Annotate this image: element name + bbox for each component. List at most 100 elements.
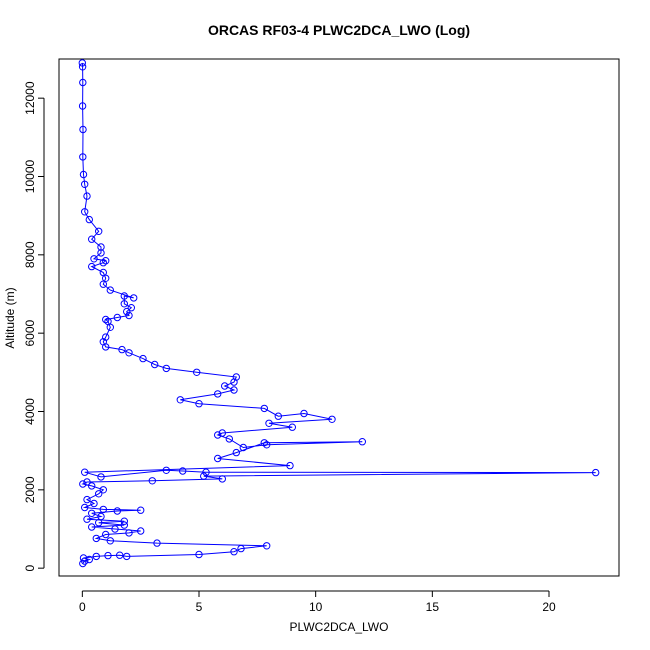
- y-tick-label: 8000: [23, 241, 37, 268]
- data-point: [151, 360, 159, 369]
- data-point: [88, 509, 96, 517]
- data-point: [328, 415, 336, 423]
- data-point: [176, 396, 185, 404]
- data-point: [592, 468, 600, 477]
- data-point: [221, 382, 229, 390]
- data-point: [79, 78, 87, 87]
- data-point: [81, 503, 89, 512]
- data-point: [232, 373, 241, 381]
- data-point: [95, 227, 103, 236]
- data-point: [106, 537, 115, 545]
- data-point: [102, 257, 110, 265]
- data-point: [300, 409, 308, 418]
- x-axis: 0 5 10 15 20: [79, 590, 556, 614]
- data-point: [92, 534, 101, 543]
- data-point: [85, 215, 94, 224]
- y-tick-label: 6000: [23, 319, 37, 346]
- data-point: [99, 505, 108, 514]
- data-point: [116, 551, 124, 559]
- data-point: [225, 435, 234, 443]
- data-point: [130, 294, 138, 302]
- data-point: [125, 349, 133, 357]
- data-point: [127, 304, 136, 312]
- data-point: [83, 515, 91, 523]
- data-point: [195, 400, 203, 408]
- data-point: [153, 539, 161, 547]
- series-layer: [78, 59, 600, 568]
- x-tick-label: 15: [426, 600, 440, 614]
- y-tick-label: 10000: [23, 159, 37, 193]
- data-point: [195, 550, 203, 559]
- data-point: [78, 102, 87, 110]
- data-point: [125, 529, 133, 537]
- y-tick-label: 4000: [23, 398, 37, 425]
- data-point: [237, 544, 245, 553]
- data-point: [79, 125, 87, 134]
- data-point: [83, 495, 91, 504]
- data-point: [123, 307, 131, 316]
- data-point: [288, 423, 296, 431]
- data-point: [218, 429, 227, 437]
- data-point: [218, 475, 227, 483]
- data-point: [99, 259, 108, 267]
- data-point: [263, 441, 271, 449]
- data-point: [265, 419, 273, 427]
- y-axis: 0 2000 4000 6000 8000 10000 12000: [23, 81, 45, 572]
- data-point: [79, 559, 87, 568]
- data-point: [97, 512, 105, 521]
- data-point: [97, 243, 105, 251]
- data-point: [139, 354, 147, 363]
- data-point: [232, 448, 241, 457]
- data-point: [120, 292, 129, 300]
- data-point: [120, 517, 129, 525]
- y-tick-label: 0: [23, 565, 37, 572]
- data-point: [79, 153, 87, 161]
- data-point: [79, 554, 88, 562]
- data-point: [81, 180, 89, 189]
- data-point: [286, 461, 294, 470]
- data-point: [214, 390, 222, 398]
- data-point: [179, 467, 187, 475]
- data-point: [230, 386, 238, 394]
- data-point: [239, 443, 248, 452]
- series-line: [81, 62, 596, 564]
- data-point: [88, 482, 96, 490]
- data-point: [113, 313, 122, 322]
- data-point: [193, 368, 201, 376]
- data-point: [99, 486, 108, 494]
- data-point: [200, 472, 208, 480]
- data-point: [90, 499, 98, 508]
- data-point: [95, 490, 103, 498]
- data-point: [81, 468, 89, 476]
- data-point: [358, 438, 366, 446]
- data-point: [230, 548, 238, 556]
- data-point: [263, 542, 271, 550]
- data-point: [104, 551, 112, 560]
- data-point: [111, 525, 119, 533]
- chart-title: ORCAS RF03-4 PLWC2DCA_LWO (Log): [208, 22, 470, 38]
- data-point: [99, 268, 108, 277]
- data-point: [214, 431, 222, 439]
- data-point: [214, 454, 222, 463]
- data-point: [148, 477, 157, 485]
- data-point: [83, 192, 91, 200]
- data-point: [88, 262, 96, 271]
- data-point: [260, 404, 268, 413]
- x-axis-label: PLWC2DCA_LWO: [290, 620, 389, 634]
- data-point: [202, 468, 210, 476]
- data-point: [95, 519, 103, 527]
- data-point: [88, 523, 96, 531]
- x-tick-label: 20: [542, 600, 556, 614]
- data-point: [118, 345, 126, 354]
- data-point: [123, 552, 131, 561]
- data-point: [120, 300, 129, 308]
- data-point: [83, 478, 91, 486]
- data-point: [162, 466, 171, 474]
- data-point: [137, 527, 145, 535]
- data-point: [137, 506, 145, 514]
- data-point: [102, 530, 110, 539]
- data-point: [79, 170, 88, 179]
- data-point: [90, 255, 98, 263]
- data-point: [79, 480, 87, 488]
